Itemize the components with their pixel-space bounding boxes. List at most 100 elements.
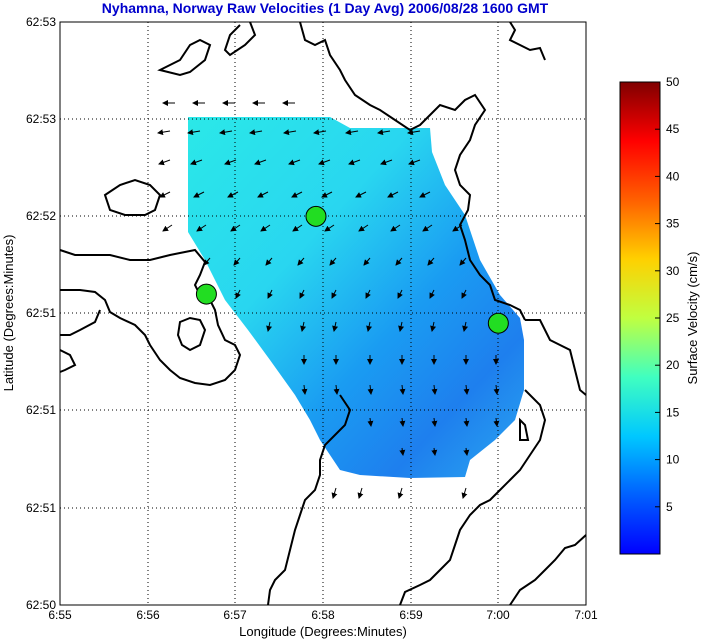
velocity-arrow [283, 129, 297, 136]
y-tick-label: 62:51 [26, 306, 56, 320]
x-tick-label: 6:58 [311, 608, 335, 622]
chart-title: Nyhamna, Norway Raw Velocities (1 Day Av… [101, 0, 549, 16]
velocity-arrow [288, 159, 301, 166]
y-tick-label: 62:52 [26, 209, 56, 223]
velocity-arrow [162, 224, 173, 232]
colorbar-ticks: 5 10 15 20 25 30 35 40 45 50 [655, 75, 680, 514]
velocity-arrow [431, 447, 438, 456]
velocity-arrow [332, 321, 339, 332]
colorbar-tick-label: 50 [666, 75, 680, 89]
velocity-arrow [157, 129, 171, 136]
velocity-arrow [158, 159, 171, 166]
colorbar-tick-label: 10 [666, 453, 680, 467]
velocity-arrow [390, 224, 401, 232]
velocity-arrow [193, 191, 205, 198]
velocity-arrow [300, 321, 307, 332]
colorbar [619, 81, 661, 555]
velocity-arrow [431, 384, 438, 395]
x-tick-label: 6:59 [399, 608, 423, 622]
x-ticks: 6:55 6:56 6:57 6:58 6:59 7:00 7:01 [48, 608, 598, 622]
velocity-arrow [297, 257, 305, 266]
y-tick-label: 62:51 [26, 403, 56, 417]
velocity-arrow [399, 417, 406, 427]
velocity-arrow [267, 289, 273, 299]
velocity-arrow [462, 321, 469, 332]
velocity-arrow [427, 257, 435, 266]
velocity-arrow [395, 257, 403, 266]
velocity-arrow [249, 129, 263, 136]
colorbar-tick-label: 15 [666, 405, 680, 419]
colorbar-tick-label: 40 [666, 169, 680, 183]
velocity-field [188, 117, 524, 478]
velocity-arrow [452, 224, 463, 232]
y-tick-label: 62:50 [26, 598, 56, 612]
velocity-arrow [301, 384, 308, 395]
x-tick-label: 7:01 [574, 608, 598, 622]
velocity-arrow [429, 289, 435, 299]
x-tick-label: 6:55 [48, 608, 72, 622]
velocity-arrow [203, 257, 211, 266]
velocity-arrow [397, 289, 403, 299]
velocity-arrow [345, 129, 359, 136]
velocity-arrow [493, 384, 500, 395]
velocity-arrow [219, 129, 233, 136]
colorbar-tick-label: 45 [666, 122, 680, 136]
velocity-arrow [461, 289, 467, 299]
x-axis-label: Longitude (Degrees:Minutes) [239, 624, 407, 639]
velocity-arrow [260, 224, 271, 232]
velocity-arrow [430, 321, 437, 332]
velocity-arrow [190, 159, 203, 166]
velocity-arrow [398, 321, 405, 332]
velocity-arrow [431, 417, 438, 427]
site-markers [195, 205, 509, 334]
velocity-arrow [366, 321, 373, 332]
velocity-arrow [399, 447, 406, 456]
velocity-arrow [257, 191, 269, 198]
velocity-arrow [224, 159, 237, 166]
colorbar-tick-label: 25 [666, 311, 680, 325]
velocity-arrow [380, 159, 393, 166]
velocity-arrow [422, 224, 433, 232]
velocity-arrow [463, 384, 470, 395]
velocity-arrow [407, 129, 421, 136]
velocity-arrow [329, 257, 337, 266]
y-tick-label: 62:53 [26, 15, 56, 29]
velocity-arrow [365, 289, 371, 299]
colorbar-label: Surface Velocity (cm/s) [685, 252, 700, 385]
velocity-arrow [358, 224, 369, 232]
velocity-arrow [196, 224, 207, 232]
colorbar-tick-label: 35 [666, 217, 680, 231]
velocity-arrow [408, 159, 421, 166]
velocity-vectors [157, 100, 500, 499]
x-tick-label: 7:00 [486, 608, 510, 622]
velocity-arrow [235, 289, 241, 299]
velocity-arrow [266, 321, 273, 332]
velocity-arrow [399, 384, 406, 395]
velocity-arrow [363, 257, 371, 266]
velocity-arrow [463, 447, 470, 456]
velocity-arrow [348, 159, 361, 166]
x-tick-label: 6:56 [136, 608, 160, 622]
velocity-arrow [331, 487, 338, 499]
y-tick-label: 62:53 [26, 112, 56, 126]
velocity-arrow [367, 384, 374, 395]
velocity-arrow [230, 224, 241, 232]
velocity-arrow [318, 159, 331, 166]
velocity-arrow [291, 191, 303, 198]
velocity-arrow [397, 487, 404, 499]
velocity-arrow [357, 487, 364, 499]
velocity-arrow [187, 129, 201, 136]
velocity-arrow [367, 417, 374, 427]
velocity-arrow [254, 159, 267, 166]
velocity-arrow [377, 129, 391, 136]
coastline [59, 21, 587, 606]
velocity-arrow [299, 289, 305, 299]
velocity-arrow [233, 257, 241, 266]
velocity-arrow [292, 224, 303, 232]
velocity-arrow [355, 191, 367, 198]
radar-site-marker [305, 205, 327, 227]
velocity-arrow [313, 129, 327, 136]
velocity-arrow [459, 257, 467, 266]
y-tick-label: 62:51 [26, 501, 56, 515]
